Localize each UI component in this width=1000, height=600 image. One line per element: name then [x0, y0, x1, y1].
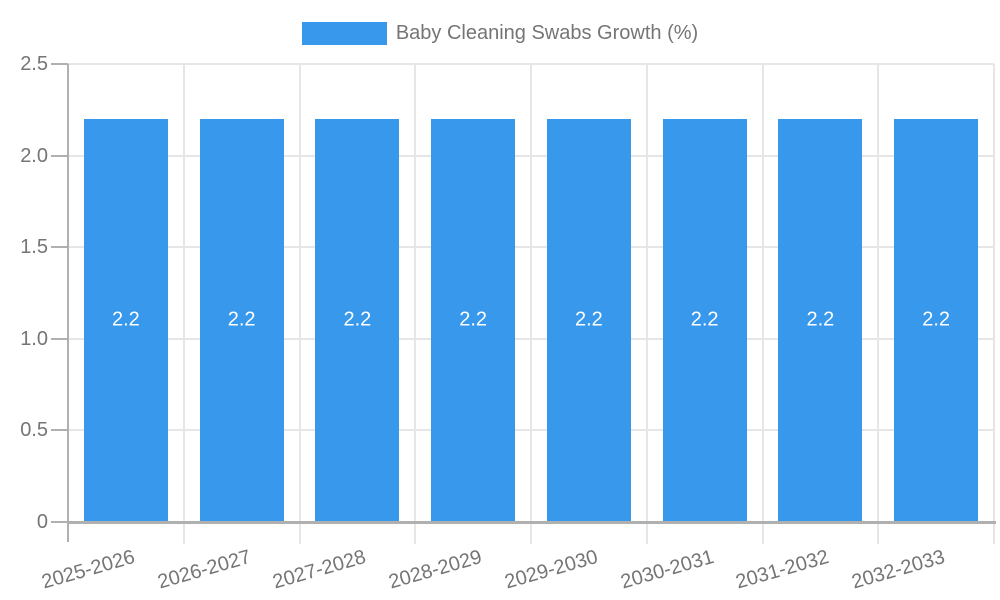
legend-swatch	[301, 21, 387, 45]
y-axis-tick-label: 1.0	[20, 327, 48, 350]
bar[interactable]: 2.2	[199, 118, 284, 522]
bar[interactable]: 2.2	[778, 118, 863, 522]
bar[interactable]: 2.2	[662, 118, 747, 522]
y-axis-tick	[51, 429, 68, 432]
y-axis-tick	[51, 154, 68, 157]
v-gridline	[877, 64, 880, 522]
x-axis-tick	[182, 522, 185, 544]
bar[interactable]: 2.2	[546, 118, 631, 522]
bar[interactable]: 2.2	[894, 118, 979, 522]
y-axis-tick	[51, 337, 68, 340]
v-gridline	[993, 64, 995, 522]
y-axis-tick-label: 0.5	[20, 419, 48, 442]
x-axis-tick	[414, 522, 417, 544]
bar-value-label: 2.2	[690, 308, 719, 331]
x-axis-tick	[530, 522, 532, 544]
v-gridline	[414, 64, 417, 522]
v-gridline	[645, 64, 648, 522]
v-gridline	[761, 64, 764, 522]
y-axis-tick-label: 2.5	[20, 53, 48, 75]
v-gridline	[182, 64, 185, 522]
x-axis-tick	[645, 522, 648, 544]
y-axis-tick-label: 2.0	[20, 144, 48, 167]
chart-legend: Baby Cleaning Swabs Growth (%)	[0, 20, 1000, 46]
y-axis-tick	[51, 246, 68, 249]
bar-value-label: 2.2	[574, 308, 603, 331]
y-axis-tick	[51, 63, 68, 65]
x-axis-tick	[761, 522, 764, 544]
bar[interactable]: 2.2	[431, 118, 516, 522]
bar-value-label: 2.2	[459, 308, 488, 331]
bar-value-label: 2.2	[227, 308, 256, 331]
x-axis-tick	[993, 522, 995, 544]
x-axis-line	[68, 521, 996, 524]
bar-value-label: 2.2	[806, 308, 835, 331]
v-gridline	[298, 64, 301, 522]
bar-value-label: 2.2	[922, 308, 951, 331]
y-axis-tick-label: 0	[36, 511, 48, 533]
bar-value-label: 2.2	[111, 308, 140, 331]
y-axis-line	[67, 64, 69, 542]
bar-value-label: 2.2	[343, 308, 372, 331]
v-gridline	[530, 64, 532, 522]
x-axis-tick	[877, 522, 880, 544]
bar[interactable]: 2.2	[83, 118, 168, 522]
y-axis-tick-label: 1.5	[20, 236, 48, 259]
y-axis-tick	[51, 521, 68, 523]
legend-label: Baby Cleaning Swabs Growth (%)	[395, 22, 699, 44]
x-axis-tick	[298, 522, 301, 544]
bar[interactable]: 2.2	[315, 118, 400, 522]
